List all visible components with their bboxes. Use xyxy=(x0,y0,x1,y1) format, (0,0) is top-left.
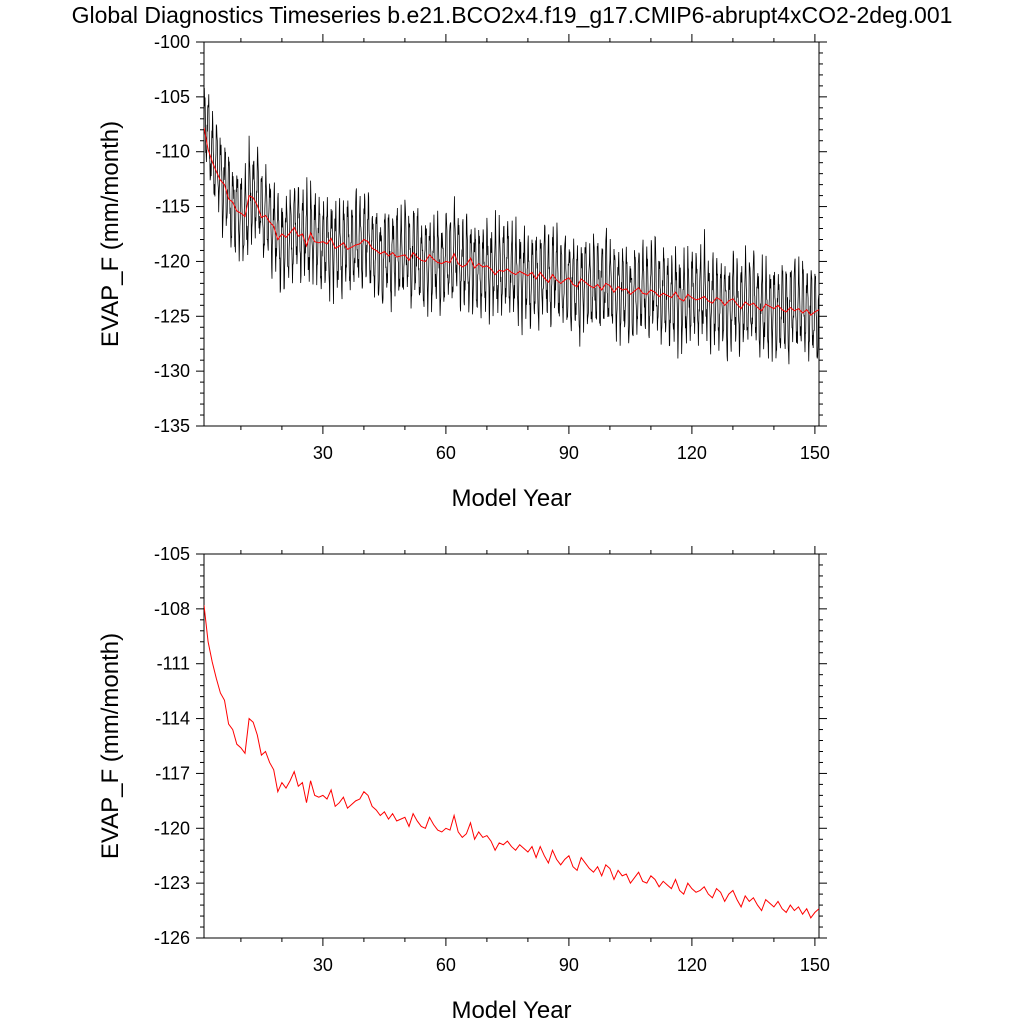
x-tick-label: 120 xyxy=(677,443,707,463)
x-tick-label: 150 xyxy=(800,955,830,975)
x-tick-label: 60 xyxy=(436,443,456,463)
y-axis-label: EVAP_F (mm/month) xyxy=(97,633,124,859)
y-tick-label: -120 xyxy=(154,251,190,271)
y-tick-label: -105 xyxy=(154,544,190,564)
x-tick-label: 60 xyxy=(436,955,456,975)
y-axis-label: EVAP_F (mm/month) xyxy=(97,121,124,347)
x-tick-label: 90 xyxy=(559,443,579,463)
y-tick-label: -130 xyxy=(154,361,190,381)
y-tick-label: -123 xyxy=(154,873,190,893)
y-tick-label: -115 xyxy=(155,197,190,217)
plot-frame xyxy=(203,553,820,939)
y-tick-label: -114 xyxy=(155,709,190,729)
plot-frame xyxy=(203,41,820,427)
panel-monthly: 30 60 90 120 150 -100 -105 -110 -115 -120 -125 -130… xyxy=(97,32,830,512)
y-tick-label: -117 xyxy=(155,763,190,783)
y-tick-label: -135 xyxy=(154,416,190,436)
annual-mean-line xyxy=(204,127,819,316)
x-tick-label: 120 xyxy=(677,955,707,975)
y-tick-label: -100 xyxy=(154,32,190,52)
y-tick-label: -110 xyxy=(155,142,190,162)
x-tick-label: 90 xyxy=(559,955,579,975)
x-tick-label: 150 xyxy=(800,443,830,463)
y-tick-label: -111 xyxy=(157,654,190,674)
y-tick-label: -105 xyxy=(154,87,190,107)
panel-annual: 30 60 90 120 150 -105 -108 -111 -114 -117 -120 -123… xyxy=(97,544,830,1024)
chart-title: Global Diagnostics Timeseries b.e21.BCO2… xyxy=(71,2,953,28)
y-tick-label: -126 xyxy=(154,928,190,948)
monthly-series-line xyxy=(204,87,819,365)
x-axis-label: Model Year xyxy=(451,485,571,512)
x-tick-label: 30 xyxy=(313,443,333,463)
y-tick-label: -125 xyxy=(154,306,190,326)
x-tick-label: 30 xyxy=(313,955,333,975)
x-axis-label: Model Year xyxy=(451,997,571,1024)
y-tick-label: -120 xyxy=(154,818,190,838)
y-tick-label: -108 xyxy=(154,599,190,619)
annual-mean-line xyxy=(204,605,819,919)
